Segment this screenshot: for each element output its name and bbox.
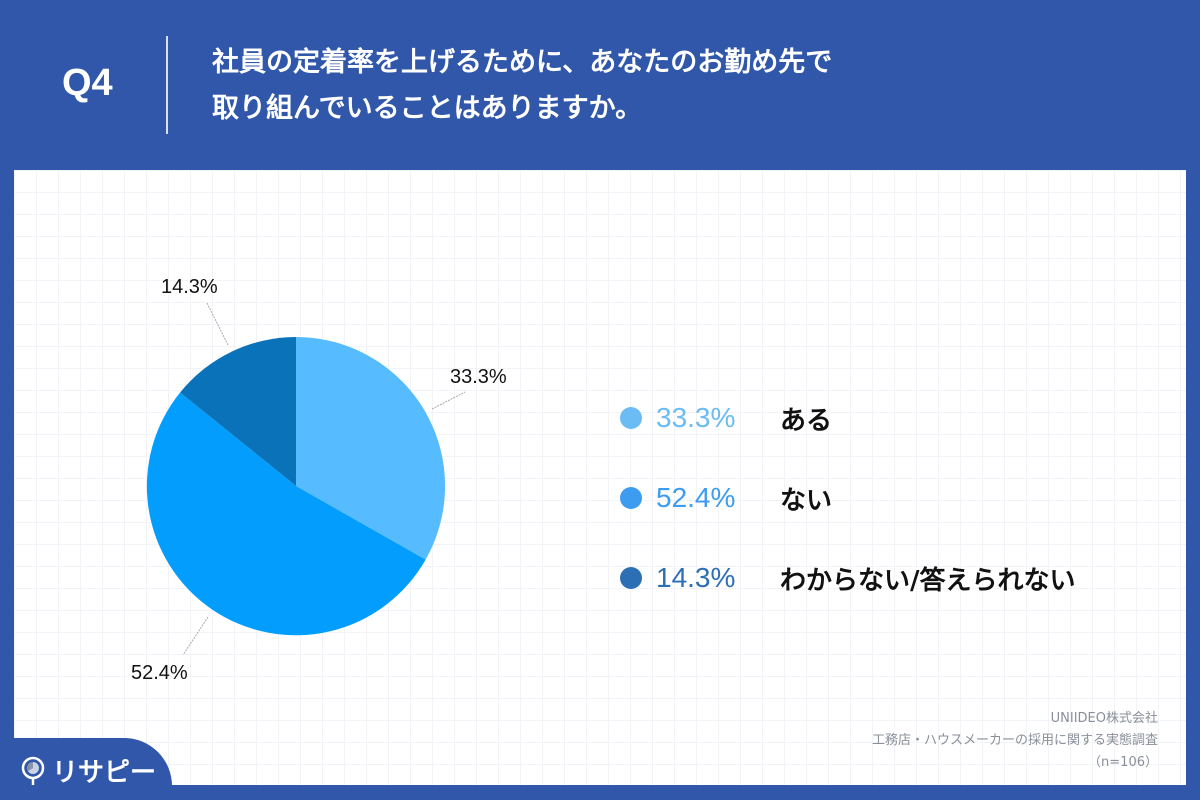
header-divider (166, 36, 168, 134)
legend-label: ある (780, 405, 833, 436)
source-company: UNIIDEO株式会社 (1050, 711, 1158, 726)
slice-aru (296, 337, 446, 560)
leader-line-nai (182, 616, 209, 656)
question-number: Q4 (62, 62, 113, 104)
legend: 33.3% ある 52.4% ない 14.3% わからない/答えられない (620, 378, 1076, 618)
legend-pct: 14.3% (656, 562, 736, 593)
logo-text: リサピー (52, 758, 157, 788)
leader-line-wakaranai (206, 302, 229, 346)
logo: リサピー (20, 752, 156, 789)
title-line-1: 社員の定着率を上げるために、あなたのお勤め先で (212, 47, 833, 78)
slice-nai (146, 392, 426, 636)
page-title: 社員の定着率を上げるために、あなたのお勤め先で 取り組んでいることはありますか。 (212, 40, 1172, 132)
legend-pct: 33.3% (656, 402, 736, 433)
legend-dot-icon (620, 487, 642, 509)
source-note: UNIIDEO株式会社 工務店・ハウスメーカーの採用に関する実態調査 （n=10… (872, 708, 1158, 774)
title-line-2: 取り組んでいることはありますか。 (212, 93, 643, 124)
slice-wakaranai (180, 337, 296, 486)
legend-item-nai: 52.4% ない (620, 458, 1076, 538)
leader-line-aru (431, 391, 466, 410)
pie-label-nai: 52.4% (131, 662, 188, 684)
legend-dot-icon (620, 567, 642, 589)
pie-label-aru: 33.3% (450, 366, 507, 388)
map-pin-pie-icon (21, 756, 45, 785)
legend-item-aru: 33.3% ある (620, 378, 1076, 458)
source-survey: 工務店・ハウスメーカーの採用に関する実態調査 (871, 733, 1158, 748)
legend-label: ない (780, 485, 833, 516)
pie-label-wakaranai: 14.3% (161, 276, 218, 298)
legend-label: わからない/答えられない (780, 565, 1076, 596)
legend-item-wakaranai: 14.3% わからない/答えられない (620, 538, 1076, 618)
source-n: （n=106） (1088, 755, 1158, 770)
header: Q4 社員の定着率を上げるために、あなたのお勤め先で 取り組んでいることはありま… (0, 0, 1200, 170)
legend-dot-icon (620, 407, 642, 429)
legend-pct: 52.4% (656, 482, 736, 513)
